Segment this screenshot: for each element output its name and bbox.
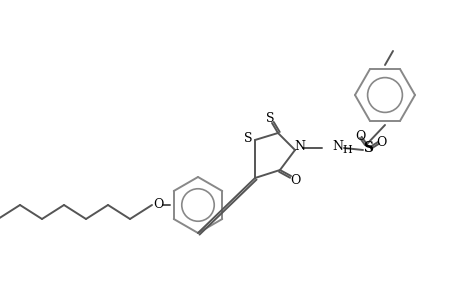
Text: S: S: [362, 141, 372, 155]
Text: N: N: [294, 140, 305, 152]
Text: O: O: [289, 173, 300, 187]
Text: H: H: [341, 145, 351, 155]
Text: O: O: [152, 199, 163, 212]
Text: N: N: [331, 140, 342, 152]
Text: S: S: [243, 131, 252, 145]
Text: O: O: [354, 130, 364, 142]
Text: O: O: [375, 136, 386, 148]
Text: S: S: [265, 112, 274, 124]
